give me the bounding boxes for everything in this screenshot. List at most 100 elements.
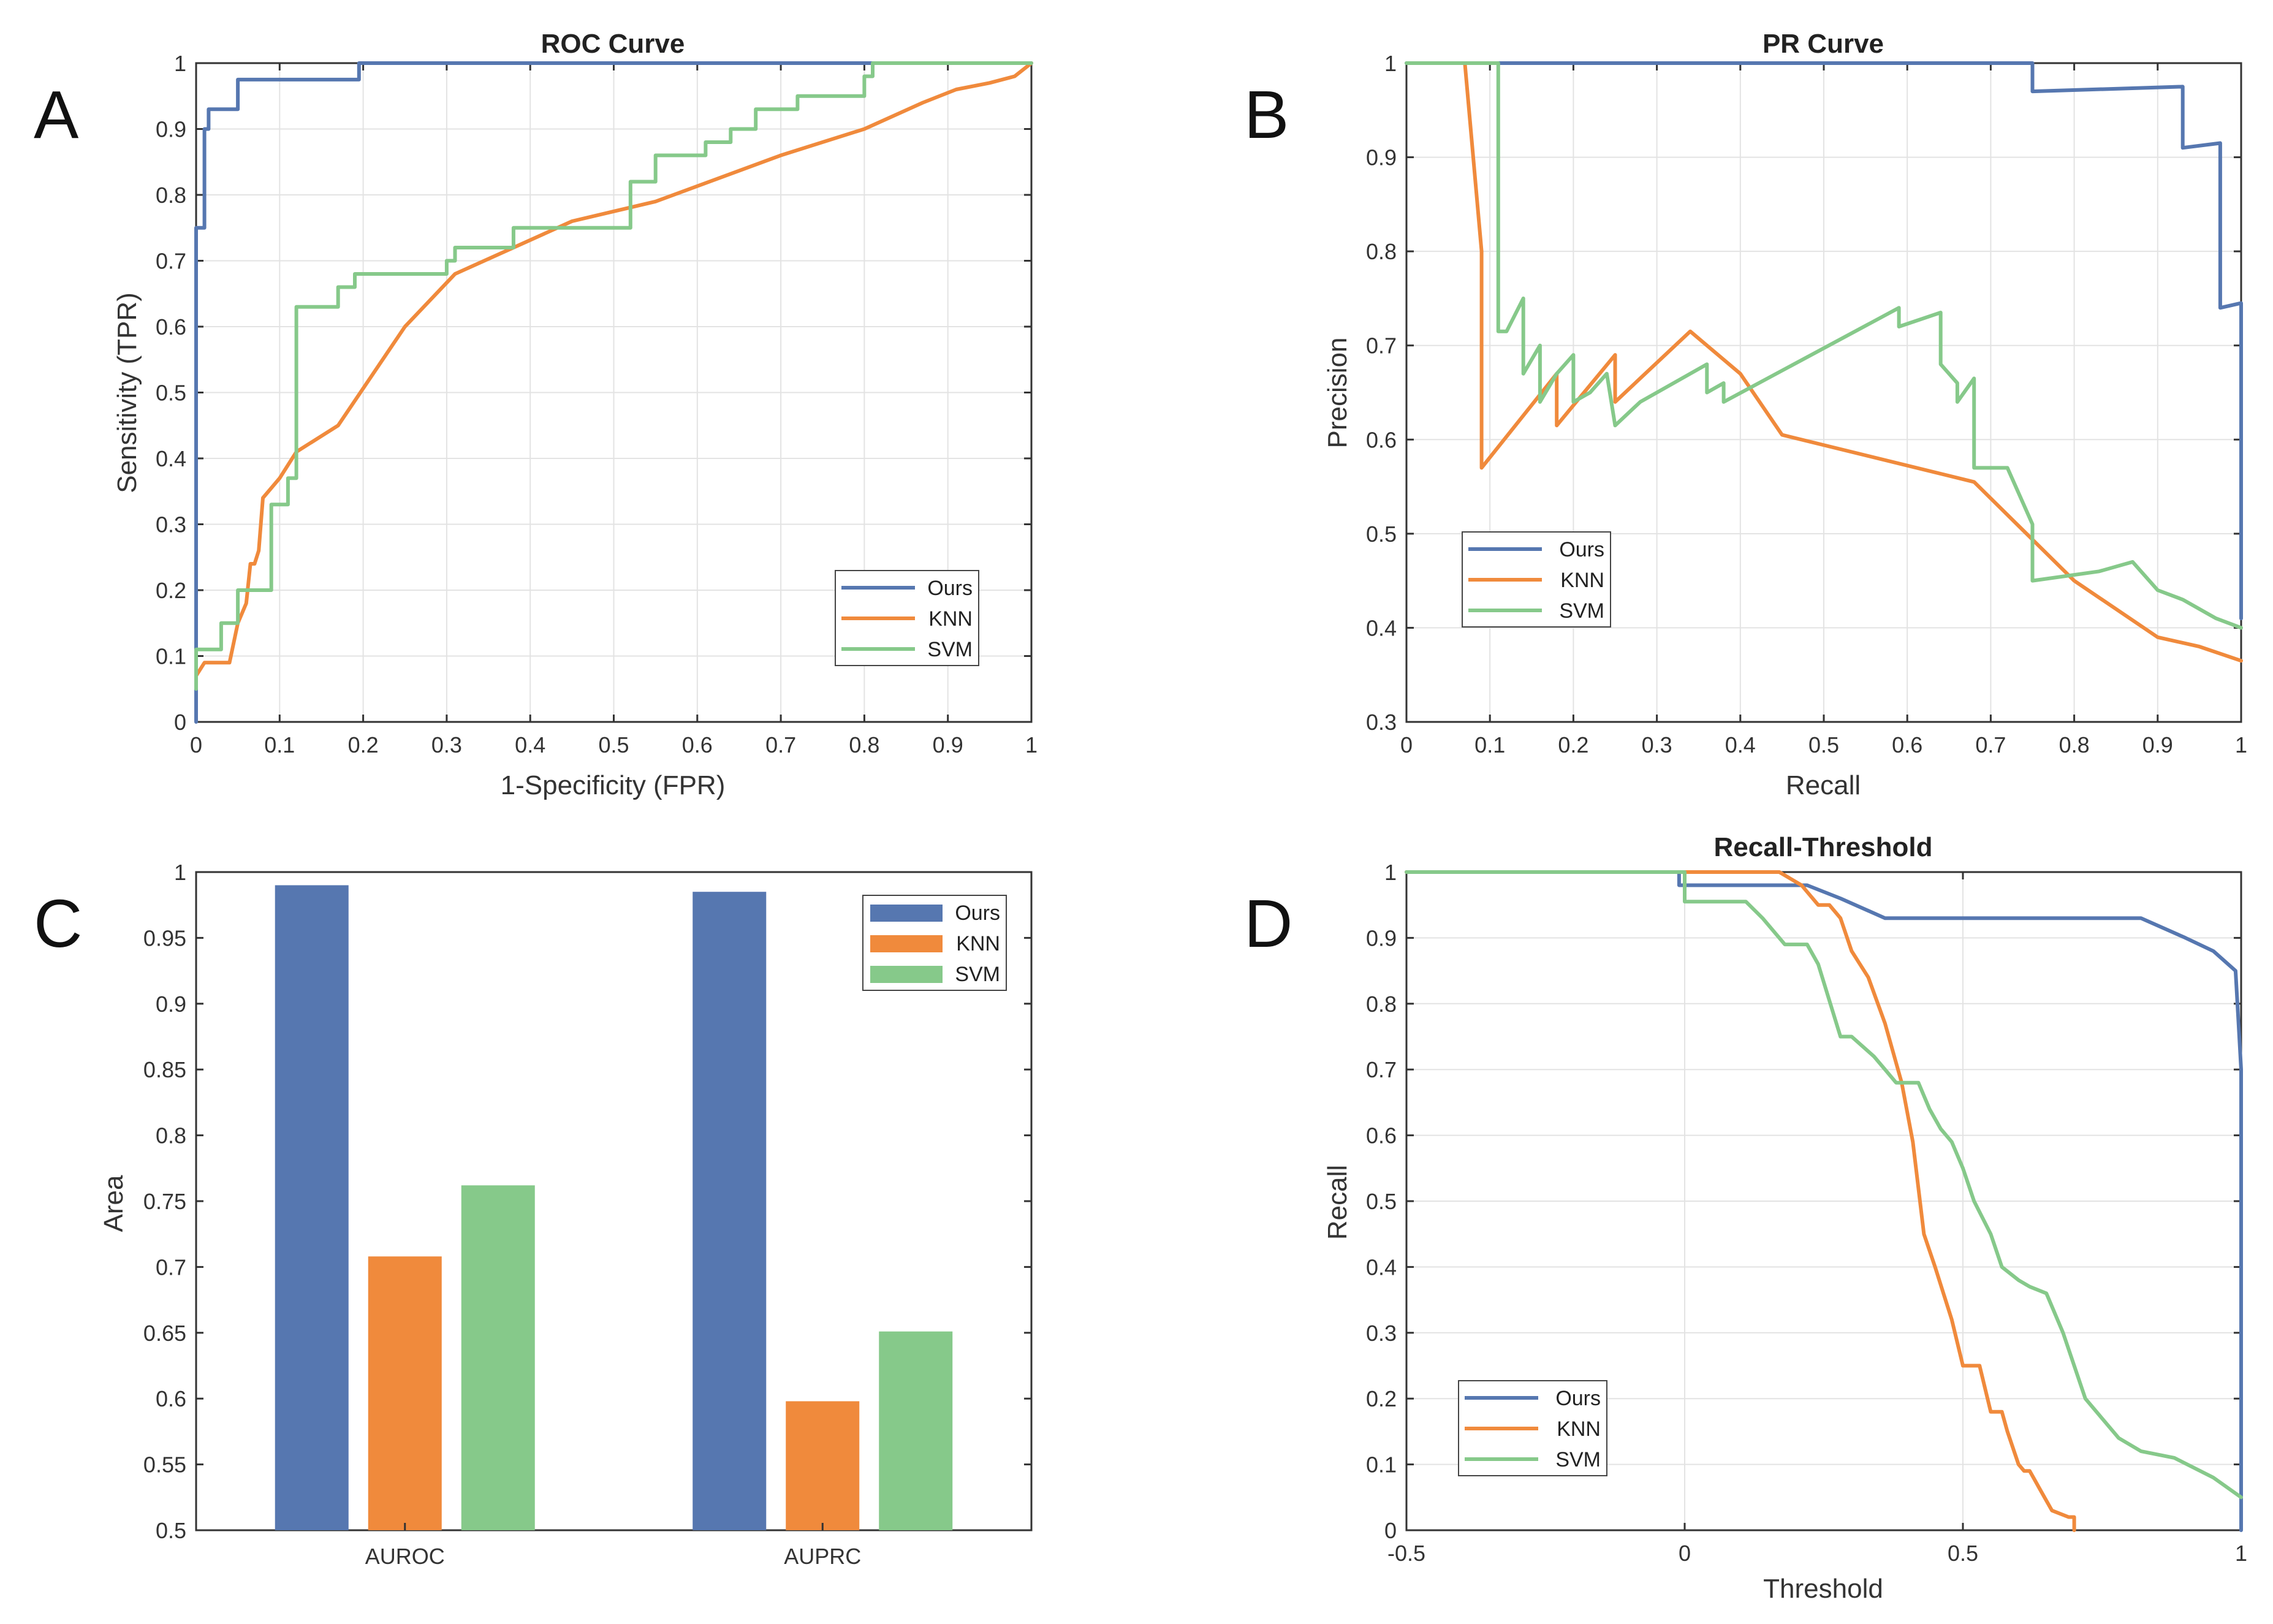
recall-threshold-series-svm <box>1405 870 2243 1500</box>
recall-threshold-ytick-label: 1 <box>1384 860 1397 885</box>
roc-ytick-label: 0.1 <box>156 644 186 669</box>
panel-c-area-bars: C 0.5 0.55 0.6 0.65 0.7 0.75 0.8 0.85 0.9 0.95 1 AU… <box>34 860 1033 1569</box>
roc-ytick-label: 0.7 <box>156 249 186 274</box>
recall-threshold-ytick-label: 0.1 <box>1366 1452 1397 1478</box>
recall-threshold-xtick-label: 0.5 <box>1948 1541 1978 1566</box>
area-ytick-label: 0.75 <box>143 1189 186 1214</box>
panel-letter-c: C <box>34 886 82 962</box>
area-ytick-label: 0.9 <box>156 992 186 1017</box>
area-legend: Ours KNN SVM <box>862 895 1007 991</box>
recall-threshold-ytick-label: 0.5 <box>1366 1189 1397 1214</box>
pr-xtick-label: 1 <box>2235 732 2247 757</box>
panel-a-roc: A ROC Curve 0 0.1 0.2 0.3 0.4 0.5 0.6 0.7 0.8 0.9… <box>34 29 1038 800</box>
recall-threshold-xtick-label: -0.5 <box>1387 1541 1425 1566</box>
roc-ytick-label: 0.4 <box>156 446 186 471</box>
area-legend-label-svm: SVM <box>955 963 1000 986</box>
recall-threshold-ytick-label: 0.9 <box>1366 925 1397 950</box>
roc-ytick-label: 0.5 <box>156 381 186 406</box>
roc-xtick-label: 0.7 <box>765 732 796 757</box>
area-y-axis-label: Area <box>99 1175 129 1232</box>
roc-legend-label-svm: SVM <box>927 638 973 661</box>
roc-xtick-label: 0.1 <box>264 732 295 757</box>
pr-ytick-label: 0.5 <box>1366 522 1397 547</box>
area-ytick-label: 0.8 <box>156 1123 186 1148</box>
pr-xtick-label: 0.5 <box>1808 732 1839 757</box>
area-bar-svm-auprc <box>879 1331 953 1530</box>
area-legend-swatch-knn <box>870 935 943 952</box>
roc-ytick-label: 0 <box>174 710 186 735</box>
area-bar-knn-auprc <box>786 1401 860 1530</box>
recall-threshold-ytick-label: 0 <box>1384 1518 1397 1543</box>
recall-threshold-ytick-label: 0.7 <box>1366 1057 1397 1082</box>
pr-legend-label-ours: Ours <box>1559 538 1604 561</box>
area-bar-ours-auprc <box>693 892 767 1530</box>
roc-xtick-label: 0.6 <box>682 732 713 757</box>
pr-xtick-label: 0.6 <box>1892 732 1922 757</box>
pr-series-ours <box>1405 61 2243 621</box>
recall-threshold-series-knn <box>1405 870 2076 1532</box>
pr-x-axis-label: Recall <box>1786 770 1861 800</box>
area-bar-ours-auroc <box>275 885 349 1530</box>
roc-x-axis-label: 1-Specificity (FPR) <box>501 770 726 800</box>
area-category-label: AUROC <box>365 1544 445 1569</box>
pr-ytick-label: 1 <box>1384 51 1397 76</box>
roc-xtick-label: 0.3 <box>431 732 462 757</box>
area-bar-svm-auroc <box>461 1185 535 1530</box>
recall-threshold-xtick-label: 0 <box>1679 1541 1691 1566</box>
panel-letter-d: D <box>1244 886 1292 962</box>
recall-threshold-ytick-label: 0.3 <box>1366 1321 1397 1346</box>
panel-letter-b: B <box>1244 77 1289 153</box>
roc-ytick-label: 0.3 <box>156 512 186 537</box>
pr-legend-label-knn: KNN <box>1560 569 1604 592</box>
pr-y-axis-label: Precision <box>1322 338 1353 449</box>
pr-xtick-label: 0.2 <box>1558 732 1588 757</box>
area-category-label: AUPRC <box>784 1544 861 1569</box>
area-ytick-label: 0.55 <box>143 1452 186 1478</box>
roc-legend-label-knn: KNN <box>928 607 973 631</box>
pr-ytick-label: 0.6 <box>1366 427 1397 452</box>
pr-xtick-label: 0.3 <box>1642 732 1672 757</box>
recall-threshold-ytick-label: 0.2 <box>1366 1386 1397 1411</box>
pr-ytick-label: 0.4 <box>1366 615 1397 640</box>
area-legend-swatch-svm <box>870 966 943 983</box>
roc-xtick-label: 1 <box>1025 732 1038 757</box>
roc-series-svm <box>194 61 1033 691</box>
roc-xtick-label: 0.4 <box>515 732 545 757</box>
recall-threshold-legend: Ours KNN SVM <box>1458 1380 1607 1476</box>
roc-y-axis-label: Sensitivity (TPR) <box>112 292 142 493</box>
recall-threshold-ytick-label: 0.6 <box>1366 1123 1397 1148</box>
roc-ytick-label: 1 <box>174 51 186 76</box>
pr-ytick-label: 0.7 <box>1366 333 1397 359</box>
area-bar-knn-auroc <box>368 1256 442 1530</box>
recall-threshold-series-ours <box>1405 870 2243 1532</box>
roc-xtick-label: 0.2 <box>348 732 379 757</box>
recall-threshold-legend-label-svm: SVM <box>1555 1448 1601 1471</box>
pr-series-svm <box>1405 61 2243 630</box>
roc-xtick-label: 0.9 <box>933 732 963 757</box>
panel-d-recall-threshold: D Recall-Threshold 0 0.1 0.2 0.3 0.4 0.5 0.6 0.… <box>1244 832 2247 1604</box>
pr-xtick-label: 0.1 <box>1474 732 1505 757</box>
roc-ytick-label: 0.2 <box>156 578 186 603</box>
pr-series-knn <box>1463 61 2243 663</box>
area-ytick-label: 1 <box>174 860 186 885</box>
roc-legend-label-ours: Ours <box>927 577 973 600</box>
roc-xtick-label: 0.5 <box>598 732 629 757</box>
recall-threshold-legend-label-ours: Ours <box>1555 1387 1601 1410</box>
pr-xtick-label: 0 <box>1400 732 1413 757</box>
roc-xtick-label: 0 <box>190 732 202 757</box>
pr-xtick-label: 0.9 <box>2142 732 2173 757</box>
roc-series-knn <box>194 61 1033 678</box>
roc-xtick-label: 0.8 <box>849 732 879 757</box>
area-legend-label-knn: KNN <box>956 932 1000 955</box>
recall-threshold-title: Recall-Threshold <box>1714 832 1933 862</box>
roc-ytick-label: 0.6 <box>156 314 186 340</box>
recall-threshold-x-axis-label: Threshold <box>1763 1574 1883 1604</box>
roc-legend: Ours KNN SVM <box>835 570 979 666</box>
area-ytick-label: 0.5 <box>156 1518 186 1543</box>
pr-ytick-label: 0.9 <box>1366 145 1397 170</box>
pr-xtick-label: 0.7 <box>1975 732 2006 757</box>
recall-threshold-legend-label-knn: KNN <box>1557 1417 1601 1441</box>
panel-b-pr: B PR Curve 0.3 0.4 0.5 0.6 0.7 0.8 0.9 1 0 0.1 0.2… <box>1244 29 2247 800</box>
pr-legend-label-svm: SVM <box>1559 599 1604 623</box>
